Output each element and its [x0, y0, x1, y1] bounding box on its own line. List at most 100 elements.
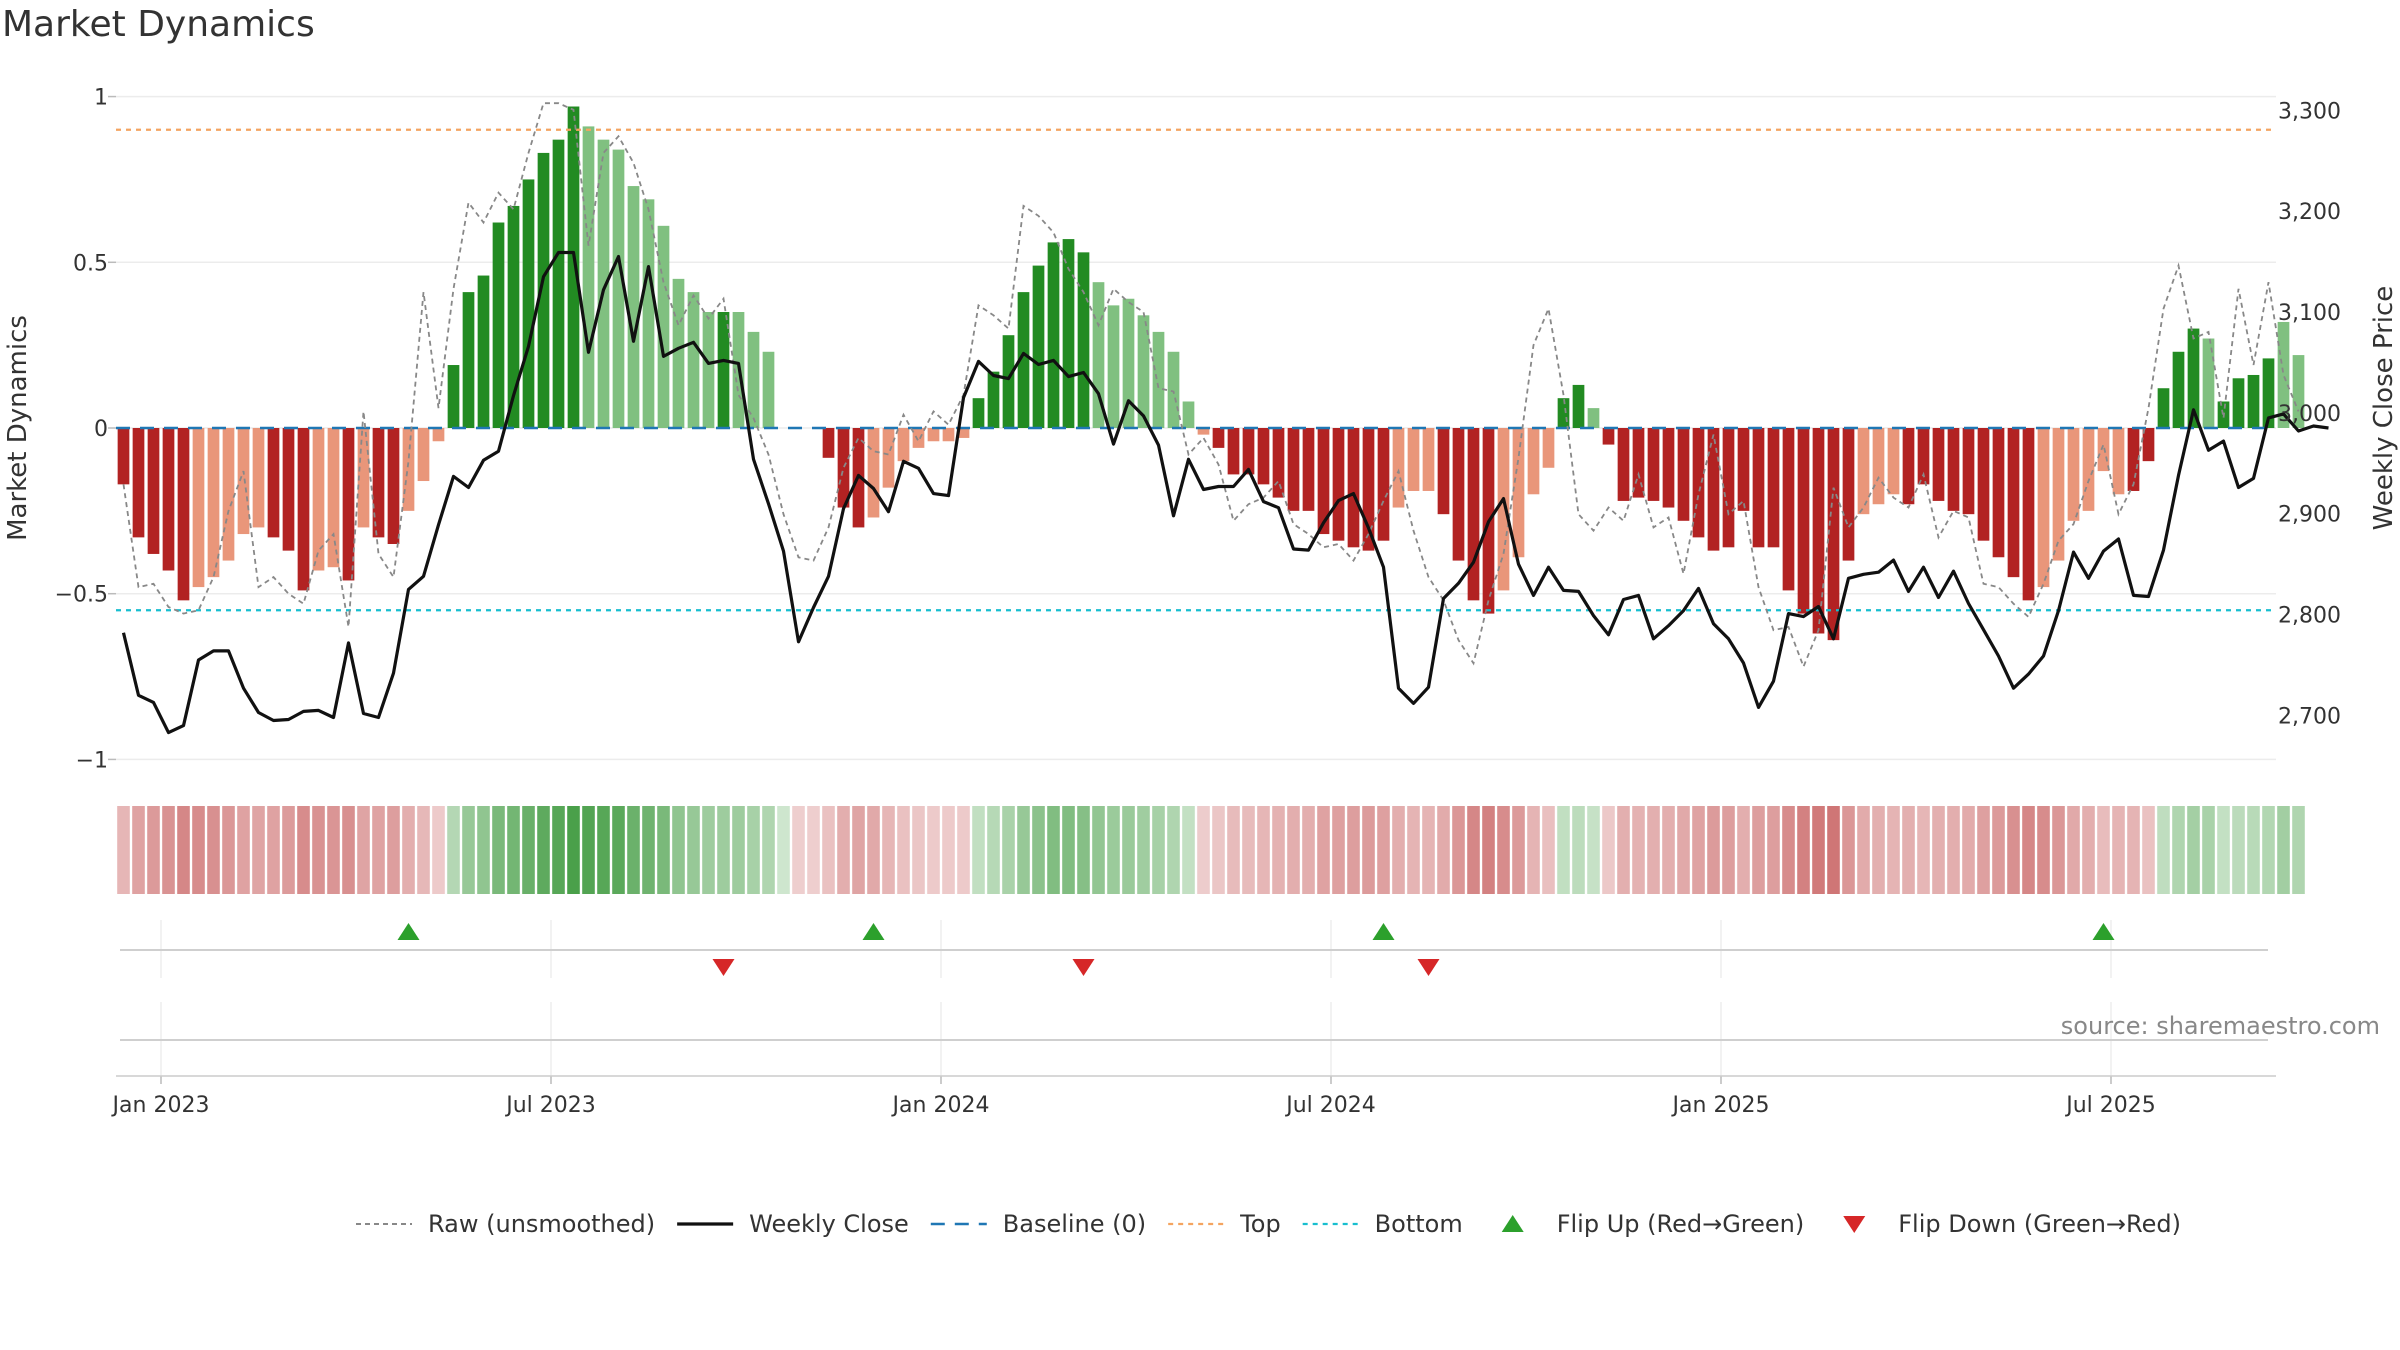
left-axis-title: Market Dynamics	[3, 315, 33, 541]
regime-cell	[1842, 806, 1855, 894]
dynamics-bar	[2187, 328, 2200, 428]
dynamics-bar	[987, 371, 1000, 428]
regime-cell	[1272, 806, 1285, 894]
flip-up-marker	[397, 923, 420, 940]
dynamics-bar	[2112, 428, 2125, 495]
left-axis: 1 0.5 0 −0.5 −1 Market Dynamics	[3, 86, 116, 773]
dynamics-bar	[2097, 428, 2110, 472]
right-tick-label: 2,700	[2278, 704, 2341, 729]
regime-cell	[1407, 806, 1420, 894]
right-tick-label: 3,100	[2278, 301, 2341, 326]
x-tick-label: Jul 2025	[2064, 1093, 2156, 1118]
regime-cell	[792, 806, 805, 894]
regime-cell	[432, 806, 445, 894]
right-tick-label: 3,200	[2278, 200, 2341, 225]
dynamics-bar	[1197, 428, 1210, 435]
regime-cell	[687, 806, 700, 894]
dynamics-bar	[1317, 428, 1330, 535]
dynamics-bar	[507, 205, 520, 428]
regime-cell	[1107, 806, 1120, 894]
dynamics-bar	[2202, 338, 2215, 428]
regime-cell	[1002, 806, 1015, 894]
flip-down-marker	[1072, 959, 1095, 976]
dynamics-bar	[1167, 351, 1180, 428]
regime-cell	[882, 806, 895, 894]
left-tick-label: −1	[76, 748, 108, 773]
regime-cell	[1827, 806, 1840, 894]
regime-cell	[1752, 806, 1765, 894]
regime-cell	[2247, 806, 2260, 894]
flip-down-marker	[1417, 959, 1440, 976]
dynamics-bar	[252, 428, 265, 528]
dynamics-bar	[117, 428, 130, 485]
regime-cell	[567, 806, 580, 894]
series-lines	[121, 102, 2329, 735]
regime-cell	[1647, 806, 1660, 894]
regime-cell	[162, 806, 175, 894]
regime-cell	[2127, 806, 2140, 894]
regime-cell	[2007, 806, 2020, 894]
dynamics-bar	[1692, 428, 1705, 538]
regime-cell	[552, 806, 565, 894]
dynamics-bar	[2157, 388, 2170, 428]
dynamics-bar	[1902, 428, 1915, 505]
regime-cell	[342, 806, 355, 894]
dynamics-bar	[1752, 428, 1765, 548]
dynamics-bar	[567, 106, 580, 428]
dynamics-bar	[912, 428, 925, 448]
dynamics-bar	[492, 222, 505, 428]
regime-cell	[2082, 806, 2095, 894]
dynamics-bar	[972, 398, 985, 428]
regime-cell	[1302, 806, 1315, 894]
dynamics-bar	[2052, 428, 2065, 561]
regime-cell	[2157, 806, 2170, 894]
regime-cell	[1362, 806, 1375, 894]
regime-cell	[252, 806, 265, 894]
regime-cell	[1617, 806, 1630, 894]
dynamics-bar	[477, 275, 490, 428]
dynamics-bars	[117, 106, 2305, 641]
regime-cell	[1092, 806, 1105, 894]
regime-cell	[597, 806, 610, 894]
dynamics-bar	[1662, 428, 1675, 508]
dynamics-bar	[897, 428, 910, 462]
dynamics-bar	[1107, 305, 1120, 428]
regime-cell	[177, 806, 190, 894]
dynamics-bar	[1797, 428, 1810, 614]
right-tick-label: 3,000	[2278, 402, 2341, 427]
dynamics-bar	[327, 428, 340, 568]
dynamics-bar	[882, 428, 895, 488]
regime-cell	[1242, 806, 1255, 894]
regime-cell	[477, 806, 490, 894]
regime-cell	[1737, 806, 1750, 894]
dynamics-bar	[297, 428, 310, 591]
dynamics-bar	[1542, 428, 1555, 468]
x-tick-label: Jan 2024	[891, 1093, 990, 1118]
regime-cell	[462, 806, 475, 894]
dynamics-bar	[537, 152, 550, 428]
regime-cell	[492, 806, 505, 894]
regime-cell	[312, 806, 325, 894]
regime-cell	[1167, 806, 1180, 894]
dynamics-bar	[1467, 428, 1480, 601]
regime-cell	[1437, 806, 1450, 894]
dynamics-bar	[1122, 298, 1135, 428]
legend-label: Weekly Close	[749, 1210, 909, 1238]
regime-cell	[2292, 806, 2305, 894]
regime-cell	[837, 806, 850, 894]
dynamics-bar	[1272, 428, 1285, 498]
regime-cell	[2142, 806, 2155, 894]
regime-cell	[1527, 806, 1540, 894]
dynamics-bar	[597, 139, 610, 428]
legend-item-close: Weekly Close	[677, 1210, 909, 1238]
legend-item-flip_up: Flip Up (Red→Green)	[1501, 1210, 1804, 1238]
chart-title: Market Dynamics	[2, 4, 315, 45]
regime-cell	[2037, 806, 2050, 894]
dynamics-bar	[1812, 428, 1825, 634]
dynamics-bar	[672, 278, 685, 428]
dynamics-bar	[387, 428, 400, 544]
dynamics-bar	[822, 428, 835, 458]
right-tick-label: 2,900	[2278, 503, 2341, 528]
regime-cell	[1392, 806, 1405, 894]
dynamics-bar	[957, 428, 970, 438]
